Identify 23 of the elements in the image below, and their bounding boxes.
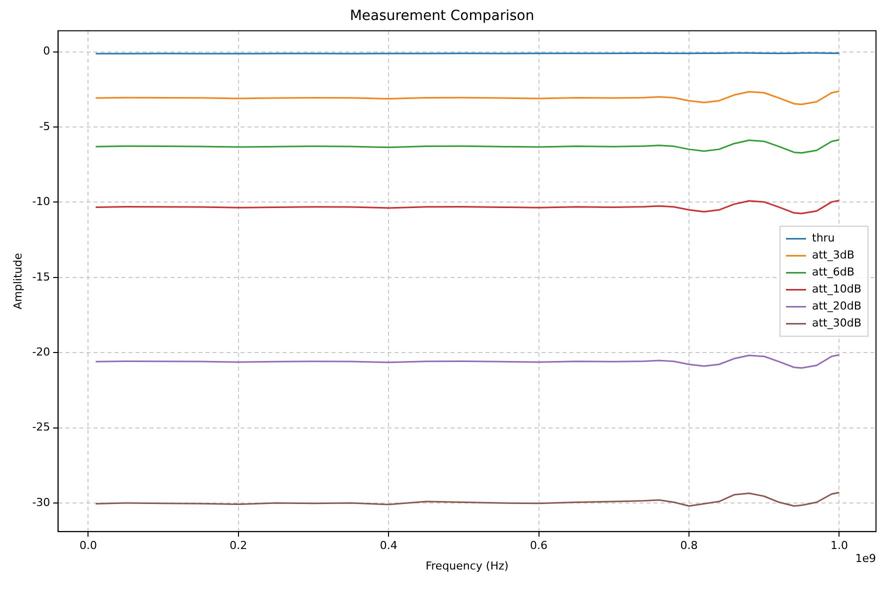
- y-tick-label: -15: [32, 270, 50, 284]
- x-tick-label: 0.6: [530, 539, 548, 552]
- legend-label: att_6dB: [812, 266, 854, 279]
- x-tick-label: 0.8: [680, 539, 698, 552]
- x-axis-title: Frequency (Hz): [426, 559, 509, 572]
- x-tick-label: 0.0: [79, 539, 97, 552]
- legend-label: att_30dB: [812, 316, 862, 330]
- legend-label: att_3dB: [812, 248, 854, 262]
- legend-label: thru: [812, 232, 835, 245]
- text: 1e9: [855, 552, 876, 565]
- y-tick-label: -5: [39, 120, 50, 133]
- y-tick-label: -20: [32, 345, 50, 358]
- y-tick-label: -30: [32, 496, 50, 509]
- legend-label: att_20dB: [812, 300, 862, 313]
- x-tick-label: 1.0: [830, 539, 848, 552]
- y-tick-label: -10: [32, 195, 50, 208]
- x-tick-label: 0.4: [380, 539, 398, 552]
- legend-label: att_10dB: [812, 282, 862, 296]
- chart-title: Measurement Comparison: [350, 8, 534, 24]
- y-axis-title: Amplitude: [11, 252, 24, 310]
- y-tick-label: -25: [32, 420, 50, 434]
- x-tick-label: 0.2: [230, 539, 248, 552]
- y-tick-label: 0: [43, 44, 50, 58]
